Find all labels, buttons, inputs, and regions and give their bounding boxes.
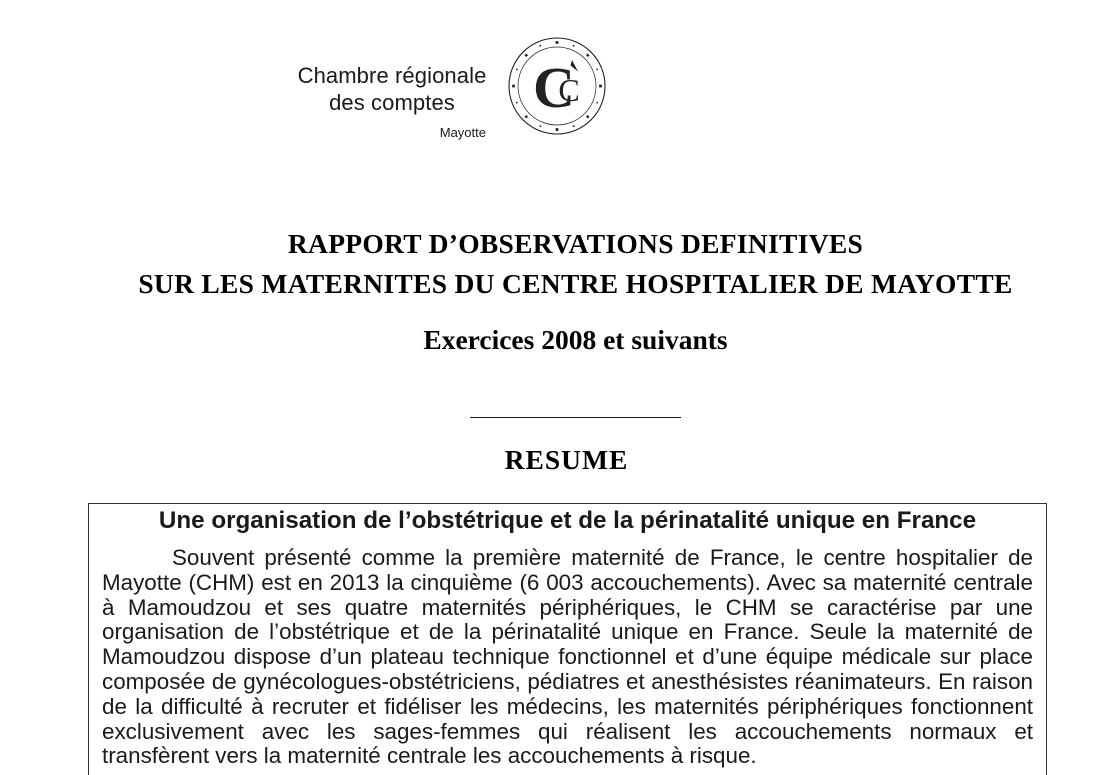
svg-text:C: C — [558, 72, 579, 108]
